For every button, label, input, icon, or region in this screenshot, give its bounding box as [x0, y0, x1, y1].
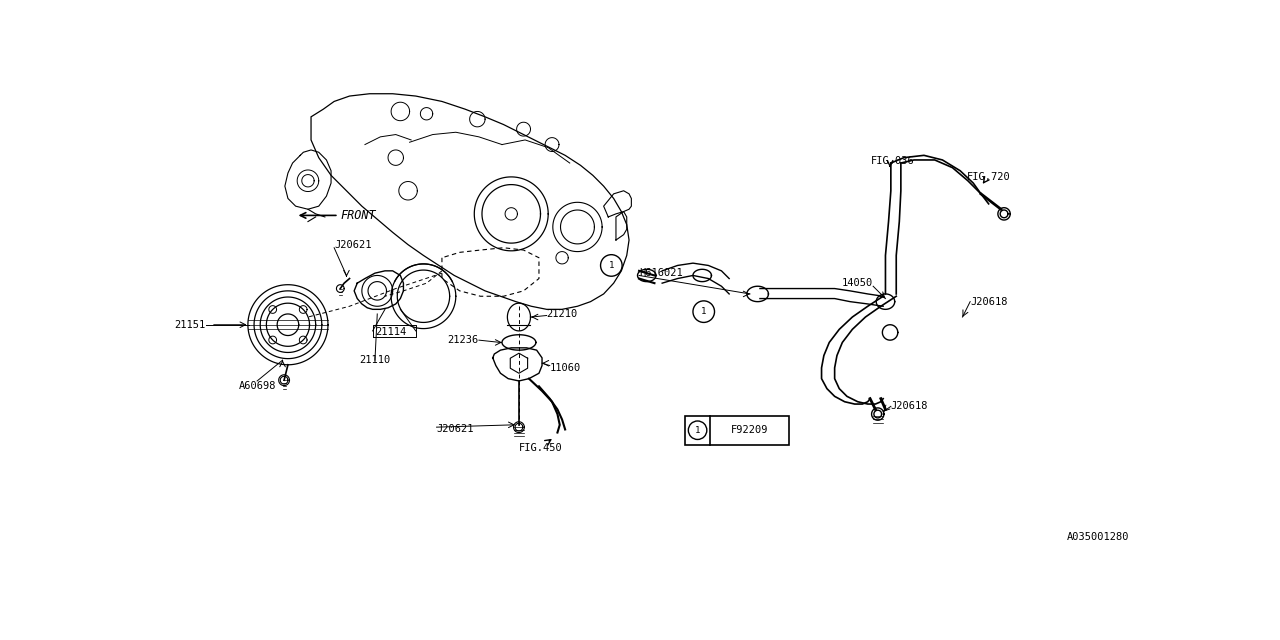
Text: F92209: F92209 — [731, 425, 769, 435]
Text: 21236: 21236 — [448, 335, 479, 345]
Bar — [685, 415, 790, 445]
Text: 21110: 21110 — [360, 355, 390, 365]
Text: J20621: J20621 — [436, 424, 474, 435]
Text: 1: 1 — [701, 307, 707, 316]
Text: 21151: 21151 — [174, 320, 206, 330]
Text: 1: 1 — [609, 261, 614, 270]
Text: J20618: J20618 — [970, 296, 1007, 307]
Text: J20621: J20621 — [334, 239, 371, 250]
Text: 1: 1 — [695, 426, 700, 435]
Text: H616021: H616021 — [639, 268, 682, 278]
Text: J20618: J20618 — [891, 401, 928, 412]
Text: 14050: 14050 — [842, 278, 873, 288]
Text: FIG.450: FIG.450 — [518, 443, 562, 453]
Text: 21114: 21114 — [375, 328, 406, 337]
Text: 21210: 21210 — [547, 309, 577, 319]
Text: A60698: A60698 — [238, 381, 276, 391]
Text: FIG.036: FIG.036 — [872, 157, 915, 166]
Text: 11060: 11060 — [549, 363, 581, 373]
Text: FIG.720: FIG.720 — [966, 172, 1010, 182]
Text: FRONT: FRONT — [340, 209, 376, 222]
Text: A035001280: A035001280 — [1068, 532, 1129, 542]
